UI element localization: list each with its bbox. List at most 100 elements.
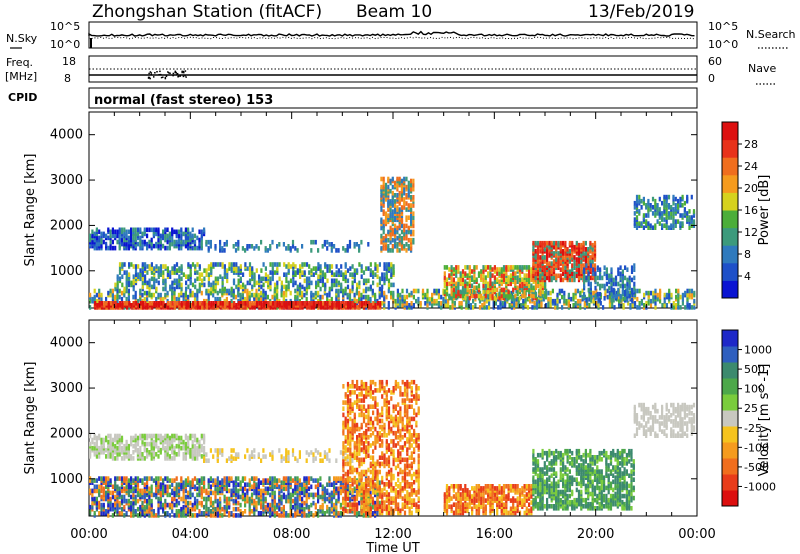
echo-cell [500,267,503,272]
echo-cell [548,261,551,266]
echo-cell [484,283,487,289]
echo-cell [328,476,331,481]
echo-cell [382,209,385,214]
echo-cell [282,492,285,498]
echo-cell [647,198,650,204]
echo-cell [444,294,447,300]
echo-cell [273,262,277,267]
echo-cell [269,284,272,290]
echo-cell [502,287,506,293]
echo-cell [123,476,126,481]
echo-cell [576,298,580,304]
echo-cell [674,223,677,228]
echo-cell [633,267,636,272]
nsearch-tick-bottom: 10^0 [708,38,738,51]
echo-cell [148,476,151,481]
nave-dot [174,70,177,73]
echo-cell [488,301,491,306]
echo-cell [351,301,354,306]
nave-dot [181,71,183,74]
echo-cell [677,288,680,294]
echo-cell [296,511,299,516]
echo-cell [346,509,349,514]
echo-cell [382,180,385,186]
echo-cell [207,264,210,269]
echo-cell [398,248,401,253]
echo-cell [571,240,574,246]
echo-cell [387,176,390,182]
echo-cell [611,303,614,308]
echo-cell [150,492,153,498]
echo-cell [389,199,392,204]
echo-cell [314,239,317,245]
echo-cell [264,496,267,502]
echo-cell [150,276,153,282]
echo-cell [234,476,238,481]
echo-cell [271,276,274,282]
echo-cell [348,296,352,302]
echo-cell [146,290,149,296]
echo-cell [150,498,153,504]
echo-cell [294,270,297,275]
echo-cell [356,282,359,288]
echo-cell [405,176,408,182]
echo-cell [333,301,336,306]
echo-cell [324,262,327,267]
echo-cell [137,264,140,269]
echo-cell [638,301,641,306]
echo-cell [107,245,110,251]
echo-cell [638,209,641,214]
echo-cell [182,492,185,498]
echo-cell [173,286,176,292]
echo-cell [136,490,140,496]
echo-cell [98,504,101,510]
echo-cell [118,270,122,275]
echo-cell [335,498,338,504]
echo-cell [150,488,153,494]
echo-cell [536,244,540,250]
echo-cell [134,509,137,514]
echo-cell [321,244,324,249]
echo-cell [228,288,231,294]
echo-cell [244,284,247,290]
echo-cell [667,203,671,208]
echo-cell [663,217,666,222]
echo-cell [405,248,408,253]
echo-cell [688,215,691,220]
echo-cell [658,211,661,216]
echo-cell [248,486,251,492]
echo-cell [686,211,689,216]
echo-cell [273,476,276,481]
echo-cell [376,301,379,306]
echo-cell [164,233,167,239]
nave-dot [164,76,167,79]
echo-cell [594,271,597,277]
echo-cell [360,268,363,273]
echo-cell [139,488,142,494]
echo-cell [507,279,510,284]
echo-cell [93,231,96,237]
echo-cell [168,231,171,237]
echo-cell [294,484,297,490]
echo-cell [353,242,356,247]
echo-cell [542,296,545,302]
echo-cell [403,176,406,182]
echo-cell [121,274,124,279]
echo-cell [91,478,94,483]
echo-cell [159,264,163,269]
echo-cell [296,294,299,300]
echo-cell [276,284,279,290]
echo-cell [314,290,317,296]
echo-cell [326,496,329,502]
echo-cell [255,292,258,298]
echo-cell [458,301,461,306]
echo-cell [146,296,149,302]
echo-cell [192,301,195,306]
echo-cell [262,496,265,502]
echo-cell [239,509,242,514]
echo-cell [614,281,618,287]
echo-cell [328,264,331,269]
echo-cell [266,490,269,496]
echo-cell [468,265,471,270]
echo-cell [487,281,490,287]
